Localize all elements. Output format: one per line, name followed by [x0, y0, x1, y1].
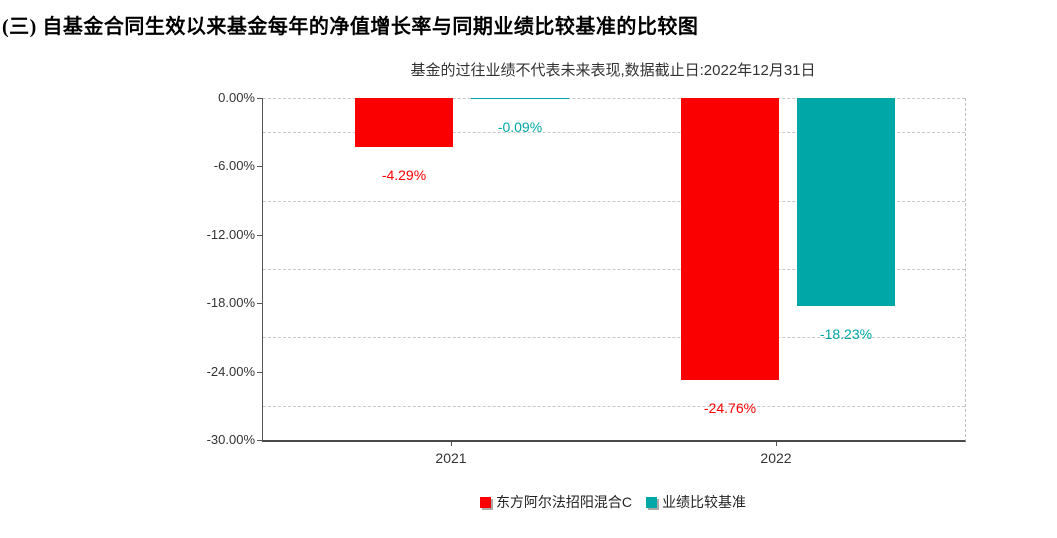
gridline [263, 269, 965, 270]
x-axis-tick [451, 442, 452, 446]
y-axis-tick [257, 372, 263, 373]
gridline [263, 337, 965, 338]
chart-title: 基金的过往业绩不代表未来表现,数据截止日:2022年12月31日 [410, 62, 816, 79]
bar-label-benchmark-2021: -0.09% [497, 119, 543, 135]
bar-label-benchmark-2022: -18.23% [819, 326, 873, 342]
y-axis-tick [257, 303, 263, 304]
gridline [263, 132, 965, 133]
x-axis-label: 2022 [760, 450, 792, 466]
chart-legend: 东方阿尔法招阳混合C 业绩比较基准 [262, 492, 964, 512]
gridline [263, 98, 965, 99]
bar-benchmark-2021 [471, 98, 569, 99]
legend-item-fund: 东方阿尔法招阳混合C [479, 492, 633, 512]
plot-area: 0.00% -6.00% -12.00% -18.00% -24.00% -30.00% 2… [207, 90, 966, 466]
x-axis-tick [776, 442, 777, 446]
legend-item-benchmark: 业绩比较基准 [646, 492, 746, 512]
y-axis-tick [257, 440, 263, 441]
gridline [263, 406, 965, 407]
gridline [263, 201, 965, 202]
bar-fund-2021 [355, 98, 453, 147]
y-axis-label: 0.00% [218, 90, 255, 105]
y-axis-label: -12.00% [206, 227, 255, 242]
y-axis-label: -24.00% [206, 364, 255, 379]
legend-swatch-fund [479, 496, 491, 508]
y-axis-label: -6.00% [213, 158, 255, 173]
y-axis-tick [257, 98, 263, 99]
bar-label-fund-2021: -4.29% [381, 167, 427, 183]
y-axis-tick [257, 166, 263, 167]
section-heading: (三) 自基金合同生效以来基金每年的净值增长率与同期业绩比较基准的比较图 [2, 16, 699, 38]
bar-label-fund-2022: -24.76% [703, 400, 757, 416]
y-axis-label: -18.00% [206, 295, 255, 310]
y-axis-label: -30.00% [206, 432, 255, 447]
x-axis-label: 2021 [435, 450, 467, 466]
bar-fund-2022 [681, 98, 779, 380]
y-axis-tick [257, 235, 263, 236]
legend-swatch-benchmark [646, 496, 658, 508]
legend-label-fund: 东方阿尔法招阳混合C [495, 494, 633, 510]
legend-label-benchmark: 业绩比较基准 [662, 494, 747, 510]
bar-benchmark-2022 [797, 98, 895, 306]
